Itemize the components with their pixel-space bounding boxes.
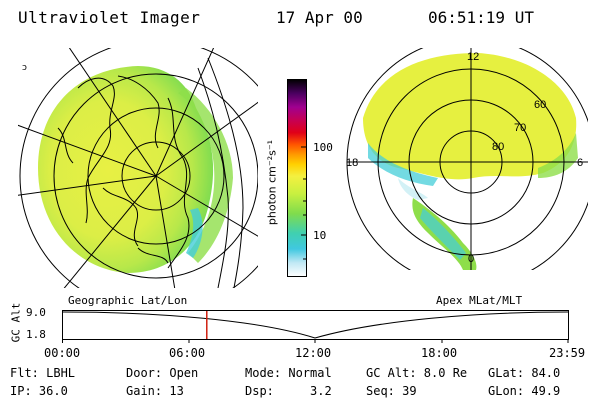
glon-status: GLon: 49.9: [488, 384, 561, 398]
ip-status: IP: 36.0: [10, 384, 68, 398]
xtick-1200: 12:00: [295, 346, 332, 360]
image-date: 17 Apr 00: [276, 8, 363, 27]
mlat-label-70: 70: [514, 122, 526, 134]
colorbar: [287, 79, 307, 277]
gain-status: Gain: 13: [126, 384, 184, 398]
oval-cyan-edge-west: [368, 143, 438, 186]
altitude-plot: [62, 310, 569, 343]
geographic-map: ↄ: [18, 48, 258, 288]
dsp-value: 3.2: [310, 384, 332, 398]
dsp-label: Dsp:: [245, 384, 274, 398]
aurora-edge: [178, 88, 233, 263]
colorbar-tick-10: 10: [313, 229, 327, 242]
auroral-oval-dayside: [363, 53, 577, 180]
colorbar-tick-100: 100: [313, 141, 333, 154]
magnetic-polar-plot: 12 6 0 18 60 70 80: [346, 48, 588, 270]
glat-status: GLat: 84.0: [488, 366, 561, 380]
aurora-cyan-patch: [186, 208, 203, 258]
altitude-ylabel: GC Alt: [9, 302, 23, 343]
mlat-label-60: 60: [534, 99, 546, 111]
door-status: Door: Open: [126, 366, 199, 380]
arc-cyan-core: [420, 208, 466, 260]
xtick-1800: 18:00: [421, 346, 458, 360]
mlat-label-80: 80: [492, 141, 504, 153]
altitude-ytick-low: 1.8: [26, 328, 46, 341]
mlt-label-6: 6: [577, 157, 583, 169]
mlt-label-0: 0: [468, 253, 474, 265]
mode-status: Mode: Normal: [245, 366, 332, 380]
arc-faint-patch: [398, 178, 428, 200]
altitude-curve: [62, 311, 569, 339]
xtick-2359: 23:59: [549, 346, 586, 360]
oval-green-edge-east: [538, 133, 578, 178]
edge-glyph: ↄ: [22, 63, 27, 73]
geographic-caption: Geographic Lat/Lon: [68, 294, 188, 307]
mlt-label-12: 12: [467, 51, 479, 63]
gc-alt-status: GC Alt: 8.0 Re: [366, 366, 468, 380]
xtick-0600: 06:00: [169, 346, 206, 360]
seq-status: Seq: 39: [366, 384, 417, 398]
colorbar-unit-label: photon cm⁻²s⁻¹: [265, 139, 279, 226]
altitude-ytick-high: 9.0: [26, 306, 46, 319]
image-time: 06:51:19 UT: [428, 8, 534, 27]
filter-status: Flt: LBHL: [10, 366, 76, 380]
magnetic-caption: Apex MLat/MLT: [436, 294, 523, 307]
instrument-title: Ultraviolet Imager: [18, 8, 201, 27]
xtick-0000: 00:00: [44, 346, 81, 360]
dayglow-region: [38, 66, 214, 273]
mlt-label-18: 18: [346, 157, 358, 169]
